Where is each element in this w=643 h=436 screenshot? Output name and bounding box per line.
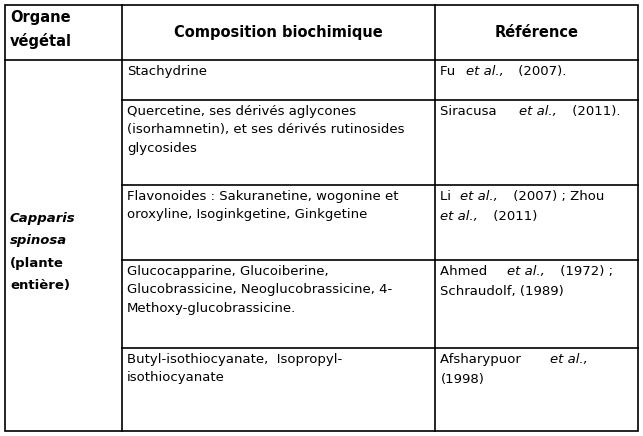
Text: Butyl-isothiocyanate,  Isopropyl-
isothiocyanate: Butyl-isothiocyanate, Isopropyl- isothio… xyxy=(127,353,342,385)
Text: Ahmed: Ahmed xyxy=(440,265,492,278)
Text: et al.,: et al., xyxy=(460,190,498,203)
Text: (2007).: (2007). xyxy=(514,65,567,78)
Text: Li: Li xyxy=(440,190,456,203)
Text: Organe
végétal: Organe végétal xyxy=(10,10,72,49)
Text: Référence: Référence xyxy=(494,25,579,40)
Text: entière): entière) xyxy=(10,279,70,292)
Text: (2011).: (2011). xyxy=(568,105,620,118)
Text: Flavonoides : Sakuranetine, wogonine et
oroxyline, Isoginkgetine, Ginkgetine: Flavonoides : Sakuranetine, wogonine et … xyxy=(127,190,399,221)
Text: et al.,: et al., xyxy=(466,65,503,78)
Text: et al.,: et al., xyxy=(550,353,588,366)
Text: Schraudolf, (1989): Schraudolf, (1989) xyxy=(440,286,564,299)
Text: (1998): (1998) xyxy=(440,374,484,386)
Text: (2007) ; Zhou: (2007) ; Zhou xyxy=(509,190,604,203)
Text: (plante: (plante xyxy=(10,257,64,270)
Text: (1972) ;: (1972) ; xyxy=(556,265,613,278)
Text: spinosa: spinosa xyxy=(10,234,68,247)
Text: Quercetine, ses dérivés aglycones
(isorhamnetin), et ses dérivés rutinosides
gly: Quercetine, ses dérivés aglycones (isorh… xyxy=(127,105,404,155)
Text: et al.,: et al., xyxy=(507,265,545,278)
Text: Composition biochimique: Composition biochimique xyxy=(174,25,383,40)
Text: Siracusa: Siracusa xyxy=(440,105,502,118)
Text: Afsharypuor: Afsharypuor xyxy=(440,353,525,366)
Text: Glucocapparine, Glucoiberine,
Glucobrassicine, Neoglucobrassicine, 4-
Methoxy-gl: Glucocapparine, Glucoiberine, Glucobrass… xyxy=(127,265,392,315)
Text: Stachydrine: Stachydrine xyxy=(127,65,207,78)
Text: et al.,: et al., xyxy=(440,211,478,224)
Text: et al.,: et al., xyxy=(519,105,557,118)
Text: Fu: Fu xyxy=(440,65,460,78)
Text: (2011): (2011) xyxy=(489,211,538,224)
Text: Capparis: Capparis xyxy=(10,212,76,225)
